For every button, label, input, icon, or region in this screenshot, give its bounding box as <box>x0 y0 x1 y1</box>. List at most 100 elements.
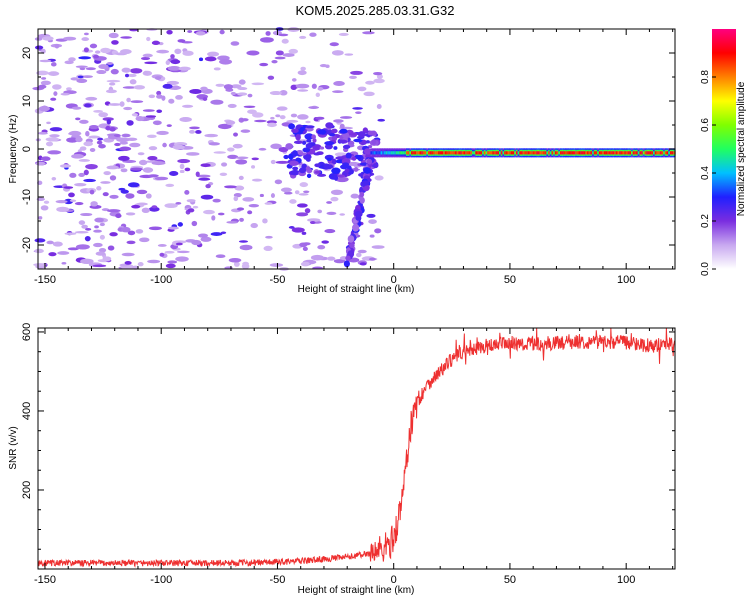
spectrogram-cell <box>309 32 317 37</box>
spectrogram-y-tick-label: 20 <box>21 47 33 59</box>
spectrogram-cell <box>175 201 182 205</box>
spectrogram-cell <box>147 259 161 264</box>
spectrogram-cell <box>151 40 161 46</box>
spectrogram-cell <box>154 76 162 80</box>
spectrogram-cell <box>133 85 146 90</box>
spectrogram-cell <box>98 64 109 70</box>
spectrogram-cell <box>376 104 382 109</box>
spectrogram-tone-core <box>411 151 414 155</box>
spectrogram-cell <box>84 32 89 36</box>
spectrogram-tone-core <box>546 151 549 155</box>
spectrogram-cell <box>186 152 200 156</box>
spectrogram-cell <box>38 84 47 89</box>
colorbar-label: Normalized spectral amplitude <box>736 81 747 216</box>
spectrogram-cell <box>313 152 321 156</box>
spectrogram-tone-core <box>590 151 593 155</box>
spectrogram-cell <box>125 73 130 78</box>
spectrogram-cell <box>142 53 153 58</box>
spectrogram-tone-core <box>461 151 465 155</box>
spectrogram-cell <box>213 151 226 154</box>
spectrogram-cell <box>236 207 245 211</box>
spectrogram-cell <box>264 202 273 205</box>
spectrogram-cell <box>74 202 84 206</box>
spectrogram-cell <box>224 185 237 189</box>
spectrogram-cell <box>377 118 386 122</box>
spectrogram-cell <box>96 140 103 145</box>
spectrogram-cell <box>211 215 216 221</box>
spectrogram-cell <box>349 75 357 79</box>
spectrogram-cell <box>226 220 239 224</box>
spectrogram-tone-core <box>397 151 400 155</box>
spectrogram-cell <box>98 144 106 149</box>
spectrogram-cell <box>166 29 173 35</box>
spectrogram-cell <box>340 164 348 170</box>
spectrogram-cell <box>233 195 239 202</box>
spectrogram-cell <box>330 196 339 202</box>
spectrogram-tone-core <box>632 151 635 155</box>
spectrogram-cell <box>296 203 308 208</box>
spectrogram-cell <box>118 155 130 161</box>
spectrogram-cell <box>348 132 358 136</box>
spectrogram-cell <box>51 176 57 181</box>
spectrogram-cell <box>36 197 45 202</box>
spectrogram-cell <box>123 106 133 111</box>
spectrogram-cell <box>283 191 293 195</box>
spectrogram-cell <box>295 134 301 141</box>
spectrogram-cell <box>94 50 101 54</box>
spectrogram-cell <box>361 180 370 186</box>
spectrogram-tone-core <box>458 151 461 155</box>
spectrogram-tone-core <box>532 151 536 155</box>
spectrogram-tone-core <box>497 151 500 155</box>
spectrogram-cell <box>154 176 169 181</box>
spectrogram-cell <box>331 128 338 134</box>
spectrogram-cell <box>248 204 260 208</box>
spectrogram-tone-core <box>656 151 659 155</box>
spectrogram-tone-core <box>471 151 475 155</box>
spectrogram-cell <box>331 167 341 175</box>
spectrogram-cell <box>270 193 275 199</box>
spectrogram-cell <box>176 250 190 254</box>
spectrogram-cell <box>233 261 240 267</box>
spectrogram-tone-core <box>592 151 595 155</box>
spectrogram-cell <box>312 144 322 151</box>
spectrogram-cell <box>175 256 189 262</box>
spectrogram-cell <box>367 130 378 136</box>
spectrogram-cell <box>102 117 114 121</box>
spectrogram-cell <box>59 164 72 168</box>
spectrogram-cell <box>143 70 148 75</box>
spectrogram-cell <box>295 83 310 89</box>
spectrogram-cell <box>228 258 242 263</box>
spectrogram-cell <box>317 173 327 177</box>
spectrogram-cell <box>139 237 150 243</box>
spectrogram-cell <box>88 135 101 139</box>
spectrogram-cell <box>83 47 89 53</box>
spectrogram-cell <box>297 89 309 92</box>
spectrogram-cell <box>165 60 170 66</box>
spectrogram-cell <box>274 56 286 60</box>
spectrogram-cell <box>195 130 202 134</box>
spectrogram-tone-core <box>400 151 404 155</box>
spectrogram-cell <box>359 191 365 198</box>
spectrogram-cell <box>85 130 90 137</box>
spectrogram-tone-core <box>602 151 605 155</box>
spectrogram-tone-core <box>620 151 624 155</box>
spectrogram-cell <box>350 70 363 75</box>
spectrogram-cell <box>207 51 219 57</box>
spectrogram-cell <box>77 75 84 79</box>
spectrogram-cell <box>219 59 233 65</box>
spectrogram-cell <box>49 134 60 138</box>
colorbar-tick-label: 0.4 <box>700 166 711 180</box>
spectrogram-y-tick-label: 0 <box>21 146 33 152</box>
spectrogram-tone-core <box>563 151 566 155</box>
spectrogram-tone-core <box>556 151 559 155</box>
snr-frame <box>37 327 676 570</box>
spectrogram-cell <box>200 194 214 200</box>
spectrogram-cell <box>94 225 99 229</box>
spectrogram-cell <box>315 116 325 120</box>
spectrogram-tone-core <box>561 151 564 155</box>
spectrogram-cell <box>64 60 74 65</box>
spectrogram-cell <box>203 209 215 215</box>
spectrogram-cell <box>111 40 119 45</box>
spectrogram-tone-core <box>544 151 548 155</box>
spectrogram-cell <box>243 105 256 109</box>
